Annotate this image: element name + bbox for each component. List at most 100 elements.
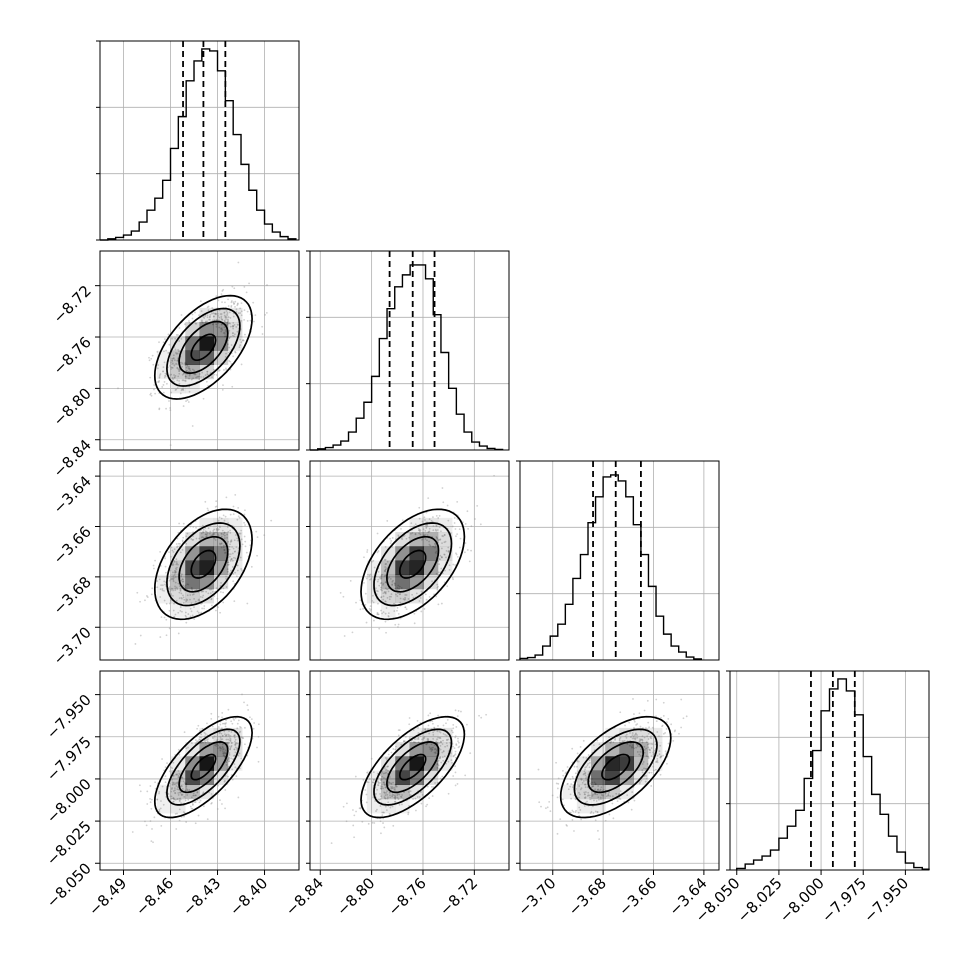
- scatter-point: [168, 627, 171, 630]
- scatter-point: [222, 752, 224, 755]
- scatter-point: [432, 786, 435, 788]
- scatter-point: [253, 320, 255, 323]
- scatter-point: [397, 734, 400, 737]
- density-cell: [381, 603, 396, 618]
- scatter-point: [447, 738, 450, 741]
- scatter-point: [228, 337, 231, 340]
- scatter-point: [149, 797, 151, 800]
- scatter-point: [589, 812, 592, 814]
- scatter-point: [383, 570, 386, 572]
- scatter-point: [439, 538, 441, 541]
- scatter-point: [168, 590, 171, 593]
- scatter-point: [421, 730, 423, 733]
- scatter-point: [175, 561, 178, 563]
- scatter-point: [188, 390, 191, 393]
- scatter-point: [576, 760, 578, 763]
- scatter-point: [238, 346, 241, 349]
- scatter-point: [428, 746, 431, 749]
- scatter-point: [169, 569, 172, 572]
- scatter-point: [225, 722, 227, 724]
- scatter-point: [435, 749, 438, 752]
- scatter-point: [177, 368, 180, 371]
- scatter-point: [397, 589, 400, 592]
- scatter-point: [215, 500, 218, 503]
- scatter-point: [393, 786, 396, 789]
- scatter-point: [428, 527, 431, 530]
- scatter-point: [221, 329, 224, 331]
- scatter-point: [650, 735, 653, 738]
- scatter-point: [438, 730, 441, 733]
- scatter-point: [454, 564, 457, 566]
- scatter-point: [224, 733, 226, 736]
- scatter-point: [221, 738, 224, 741]
- scatter-point: [197, 375, 200, 378]
- scatter-point: [228, 336, 230, 339]
- scatter-point: [384, 581, 387, 584]
- scatter-point: [403, 791, 405, 794]
- scatter-point: [223, 730, 226, 733]
- scatter-point: [376, 788, 379, 791]
- scatter-point: [404, 606, 407, 609]
- scatter-point: [220, 532, 223, 535]
- scatter-point: [391, 583, 394, 586]
- scatter-point: [443, 534, 446, 537]
- scatter-point: [223, 549, 226, 552]
- scatter-point: [172, 781, 175, 784]
- scatter-point: [174, 587, 177, 590]
- scatter-point: [431, 746, 434, 749]
- scatter-point: [156, 798, 159, 801]
- scatter-point: [391, 537, 394, 539]
- scatter-point: [417, 737, 420, 739]
- scatter-point: [427, 724, 430, 727]
- scatter-point: [456, 715, 459, 718]
- scatter-point: [397, 798, 400, 801]
- scatter-point: [227, 316, 230, 319]
- scatter-point: [635, 746, 637, 749]
- scatter-point: [215, 374, 218, 376]
- scatter-point: [195, 526, 197, 529]
- scatter-point: [215, 313, 217, 315]
- scatter-point: [634, 737, 637, 740]
- scatter-point: [222, 544, 225, 547]
- scatter-point: [667, 717, 670, 720]
- scatter-point: [428, 543, 431, 546]
- scatter-point: [221, 735, 224, 737]
- scatter-point: [162, 370, 164, 373]
- scatter-point: [228, 346, 231, 349]
- scatter-point: [215, 313, 217, 315]
- scatter-point: [666, 762, 668, 765]
- scatter-point: [429, 748, 431, 750]
- scatter-point: [198, 378, 201, 381]
- scatter-point: [168, 586, 171, 588]
- scatter-point: [171, 781, 174, 784]
- scatter-point: [218, 326, 221, 329]
- density-cell: [381, 756, 396, 771]
- scatter-point: [188, 789, 191, 791]
- scatter-point: [254, 314, 257, 317]
- scatter-point: [228, 329, 231, 332]
- scatter-point: [378, 627, 381, 630]
- scatter-point: [206, 373, 209, 376]
- scatter-point: [614, 739, 616, 741]
- scatter-point: [665, 721, 668, 724]
- scatter-point: [210, 604, 213, 607]
- scatter-point: [165, 382, 168, 385]
- scatter-point: [597, 788, 600, 791]
- histogram-panel-1: [306, 250, 510, 451]
- scatter-point: [396, 609, 398, 612]
- scatter-point: [418, 529, 420, 531]
- scatter-point: [658, 753, 661, 756]
- y-tick-label: −3.66: [50, 523, 95, 568]
- scatter-point: [240, 302, 243, 305]
- scatter-point: [640, 738, 643, 741]
- scatter-point: [243, 309, 246, 312]
- scatter-point: [151, 354, 154, 357]
- scatter-point: [593, 799, 595, 802]
- scatter-point: [163, 376, 166, 379]
- scatter-point: [223, 311, 226, 314]
- scatter-point: [399, 597, 402, 600]
- scatter-point: [219, 747, 222, 750]
- scatter-point: [256, 536, 259, 539]
- scatter-point: [584, 766, 587, 769]
- scatter-point: [380, 596, 383, 598]
